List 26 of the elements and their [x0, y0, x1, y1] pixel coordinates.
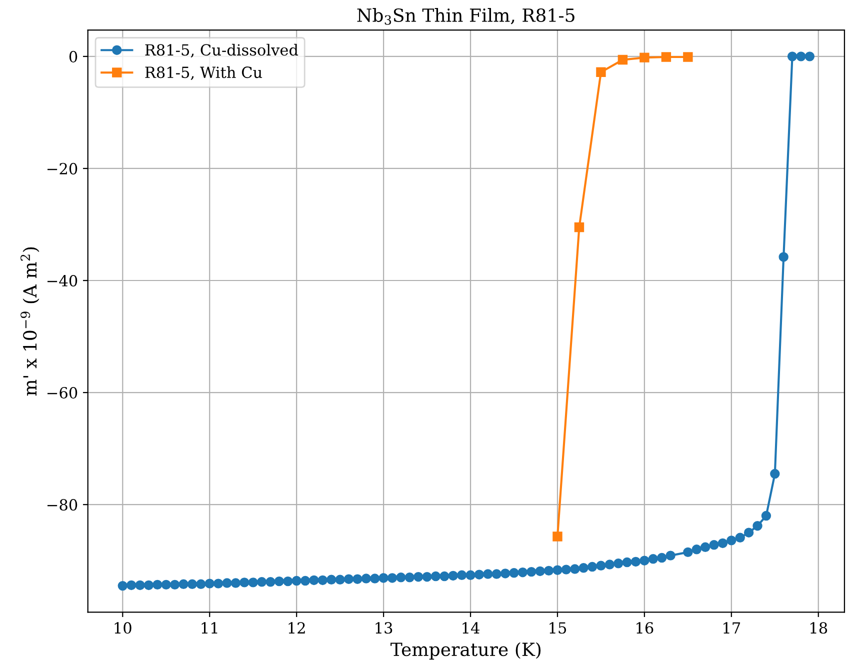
y-tick-label: −40 [48, 274, 78, 287]
point [596, 67, 606, 77]
legend-label: R81-5, Cu-dissolved [145, 44, 298, 58]
x-tick-label: 12 [288, 622, 305, 634]
x-tick-label: 14 [462, 622, 480, 634]
y-tick-label: −80 [48, 499, 78, 511]
x-tick-label: 11 [202, 622, 218, 634]
point [574, 222, 584, 232]
x-tick-label: 17 [724, 622, 740, 634]
x-tick-label: 13 [376, 622, 392, 634]
y-tick-label: −60 [48, 387, 78, 399]
x-axis-title: Temperature (K) [390, 642, 541, 660]
point [683, 52, 693, 62]
x-tick-label: 10 [114, 622, 132, 634]
y-tick-label: 0 [69, 50, 78, 62]
y-tick-label: −20 [48, 162, 78, 174]
point [661, 52, 672, 62]
x-tick-label: 18 [810, 622, 828, 634]
x-tick-label: 16 [636, 622, 654, 634]
chart-title: Nb$_{3}$Sn Thin Film, R81-5 [357, 8, 574, 25]
x-tick-label: 15 [550, 622, 566, 634]
point [618, 54, 628, 65]
point [640, 52, 650, 62]
point [552, 532, 562, 542]
legend-label: R81-5, With Cu [145, 66, 262, 80]
y-axis-title: m' x 10$^{−9}$ (A m$^{2}$) [20, 247, 40, 396]
